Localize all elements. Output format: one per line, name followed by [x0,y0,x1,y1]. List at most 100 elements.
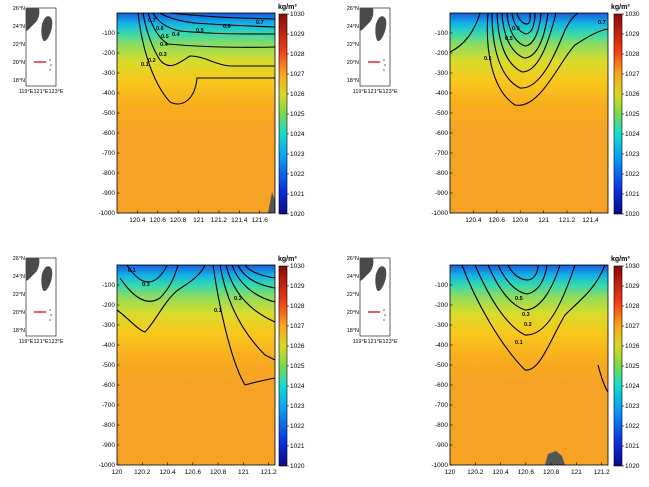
mainland-shape [26,8,40,31]
taiwan-shape [41,16,53,42]
y-tick-label: -100 [102,282,115,289]
map-lon-label: 123°E [382,339,397,345]
contour-label: 0.6 [156,26,164,32]
colorbar-tick-label: 1026 [625,91,640,98]
map-lon-label: 119°E [19,89,34,95]
contour-lines [137,12,276,105]
colorbar-tick-label: 1022 [625,171,640,178]
density-section-panel-1: -100 -200 -300 -400 -500 -600 -700 -800 -900 -100… [98,12,276,224]
colorbar-tick-label: 1022 [625,423,640,430]
colorbar-tick-label: 1023 [625,151,640,158]
map-lat-label: 20°N [347,60,359,66]
colorbar-tick-label: 1024 [625,383,640,390]
y-tick-label: -500 [102,110,115,117]
y-tick-label: -700 [435,150,448,157]
density-section-panel-4: -100 -200 -300 -400 -500 -600 -700 -800 -900 -100… [431,264,611,476]
x-tick-label: 120.4 [465,217,482,224]
colorbar-tick-label: 1022 [290,171,305,178]
colorbar-tick-label: 1030 [625,11,640,18]
contour-label: 0.1 [141,62,149,68]
map-lat-label: 20°N [347,310,359,316]
x-tick-label: 121.2 [594,469,611,476]
y-tick-label: -200 [102,302,115,309]
map-lon-label: 121°E [33,339,48,345]
density-section-panel-2: -100 -200 -300 -400 -500 -600 -700 -800 -900 -100… [431,12,609,224]
colorbar-tick-label: 1021 [290,191,305,198]
contour-label: 0.5 [196,28,204,34]
map-lat-label: 24°N [13,24,25,30]
taiwan-shape [375,16,387,42]
contour-label: 0.6 [223,24,231,30]
x-tick-label: 121 [538,217,549,224]
colorbar-tick-label: 1030 [625,263,640,270]
contour-label: 0.1 [128,268,136,274]
y-tick-label: -300 [435,70,448,77]
colorbar-tick-label: 1021 [290,443,305,450]
colorbar-tick-label: 1027 [290,323,305,330]
colorbar-tick-label: 1020 [290,211,305,218]
y-tick-label: -300 [435,322,448,329]
map-lat-label: 18°N [347,328,359,334]
y-tick-label: -900 [102,442,115,449]
y-tick-label: -300 [102,70,115,77]
colorbar-tick-label: 1025 [625,363,640,370]
colorbar-tick-label: 1030 [290,263,305,270]
inset-map-2: 26°N 24°N 22°N 20°N 18°N 119°E 121°E 123°E [347,6,398,95]
x-tick-label: 120.4 [159,469,176,476]
x-tick-label: 120.8 [170,217,187,224]
map-lat-label: 18°N [347,78,359,84]
y-tick-label: -1000 [431,210,448,217]
colorbar-tick-label: 1024 [290,383,305,390]
y-tick-label: -300 [102,322,115,329]
taiwan-shape [375,266,387,292]
map-lat-label: 24°N [347,24,359,30]
map-lon-label: 121°E [367,89,382,95]
x-tick-label: 121.2 [261,469,278,476]
y-tick-label: -800 [435,170,448,177]
mainland-shape [360,258,374,281]
map-lon-label: 121°E [33,89,48,95]
y-tick-label: -800 [102,422,115,429]
colorbar-unit: kg/m³ [278,4,297,11]
x-tick-label: 120.8 [512,217,529,224]
map-lat-label: 18°N [13,328,25,334]
colorbar-tick-label: 1030 [290,11,305,18]
map-lon-label: 121°E [367,339,382,345]
y-tick-label: -700 [102,150,115,157]
colorbar-unit: kg/m³ [611,4,630,11]
bathymetry-shape [545,451,565,465]
colorbar-tick-label: 1023 [290,151,305,158]
y-tick-label: -800 [435,422,448,429]
x-tick-label: 120.6 [185,469,202,476]
colorbar-tick-label: 1026 [290,91,305,98]
y-tick-label: -1000 [98,210,115,217]
density-section-panel-3: -100 -200 -300 -400 -500 -600 -700 -800 -900 -100… [98,264,278,476]
contour-label: 0.3 [512,26,520,32]
colorbar-tick-label: 1025 [290,363,305,370]
contour-label: 0.1 [484,56,492,62]
mainland-shape [26,258,40,281]
x-tick-label: 120.6 [150,217,167,224]
contour-label: 0.3 [522,312,530,318]
colorbar-tick-label: 1020 [625,211,640,218]
colorbar-tick-label: 1021 [625,191,640,198]
taiwan-shape [41,266,53,292]
inset-map-1: 26°N 24°N 22°N 20°N 18°N 119°E 121°E 123°E [13,6,64,95]
contour-label: 0.7 [256,20,264,26]
map-lat-label: 22°N [13,42,25,48]
y-tick-label: -700 [435,402,448,409]
mainland-shape [360,8,374,31]
x-tick-label: 120 [445,469,456,476]
colorbar-tick-label: 1022 [290,423,305,430]
y-tick-label: -900 [435,442,448,449]
inset-map-3: 26°N 24°N 22°N 20°N 18°N 119°E 121°E 123°E [13,256,64,345]
colorbar-unit: kg/m³ [611,256,630,263]
colorbar-tick-label: 1020 [290,463,305,470]
map-lon-label: 123°E [48,339,63,345]
x-tick-label: 121 [238,469,249,476]
y-tick-label: -800 [102,170,115,177]
colorbar-tick-label: 1029 [625,31,640,38]
contour-label: 0.5 [515,296,523,302]
contour-label: 0.7 [598,20,606,26]
